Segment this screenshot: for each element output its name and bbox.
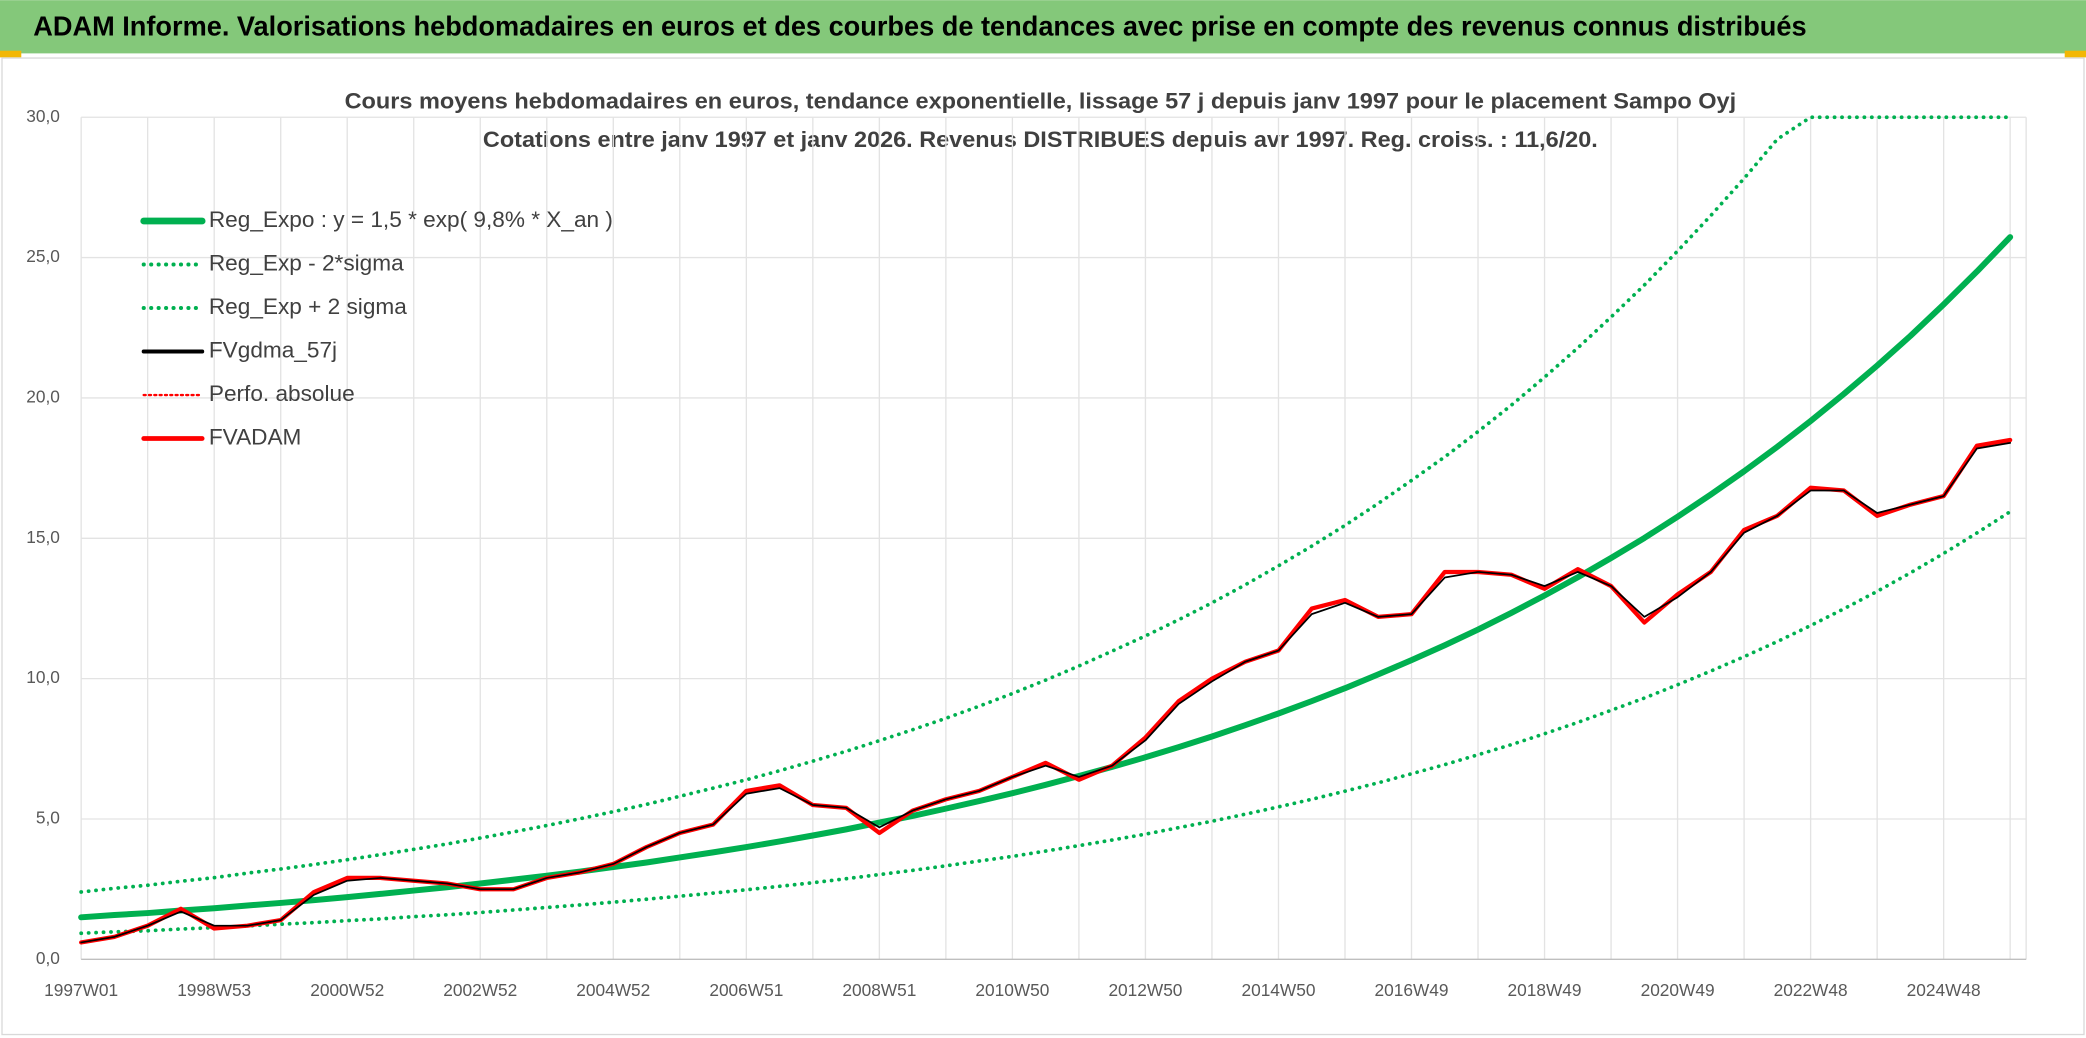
x-tick-label: 2018W49	[1508, 980, 1582, 1000]
legend-label: Perfo. absolue	[209, 381, 355, 406]
series-line	[79, 509, 2013, 936]
y-tick-label: 10,0	[26, 667, 60, 687]
x-tick-label: 2022W48	[1774, 980, 1848, 1000]
x-tick-label: 1998W53	[177, 980, 251, 1000]
legend-label: FVADAM	[209, 424, 302, 449]
x-tick-label: 2024W48	[1907, 980, 1981, 1000]
page-header: ADAM Informe. Valorisations hebdomadaire…	[33, 10, 1806, 41]
x-tick-label: 2012W50	[1108, 980, 1182, 1000]
y-tick-label: 25,0	[26, 246, 60, 266]
legend-label: Reg_Expo : y = 1,5 * exp( 9,8% * X_an )	[209, 207, 613, 232]
legend-label: FVgdma_57j	[209, 337, 337, 362]
x-tick-label: 2004W52	[576, 980, 650, 1000]
x-tick-label: 2006W51	[709, 980, 783, 1000]
series-line	[79, 115, 2013, 894]
series-line	[80, 442, 2012, 944]
x-tick-label: 2008W51	[842, 980, 916, 1000]
series-line	[78, 234, 2014, 921]
legend-label: Reg_Exp + 2 sigma	[209, 294, 407, 319]
corner-mark	[0, 50, 22, 58]
corner-mark	[2064, 50, 2086, 58]
y-tick-label: 20,0	[26, 387, 60, 407]
y-tick-label: 30,0	[26, 106, 60, 126]
header-bar	[0, 0, 2086, 54]
x-tick-label: 2014W50	[1241, 980, 1315, 1000]
x-tick-label: 2010W50	[975, 980, 1049, 1000]
x-tick-label: 2016W49	[1375, 980, 1449, 1000]
y-tick-label: 0,0	[36, 948, 60, 968]
legend-label: Reg_Exp - 2*sigma	[209, 250, 404, 275]
x-tick-label: 2000W52	[310, 980, 384, 1000]
y-tick-label: 15,0	[26, 527, 60, 547]
chart-frame	[1, 57, 2085, 1036]
y-tick-label: 5,0	[36, 808, 60, 828]
x-tick-label: 2002W52	[443, 980, 517, 1000]
x-tick-label: 1997W01	[44, 980, 118, 1000]
x-tick-label: 2020W49	[1641, 980, 1715, 1000]
chart-subtitle: Cotations entre janv 1997 et janv 2026. …	[483, 127, 1598, 152]
chart-title: Cours moyens hebdomadaires en euros, ten…	[345, 89, 1737, 114]
